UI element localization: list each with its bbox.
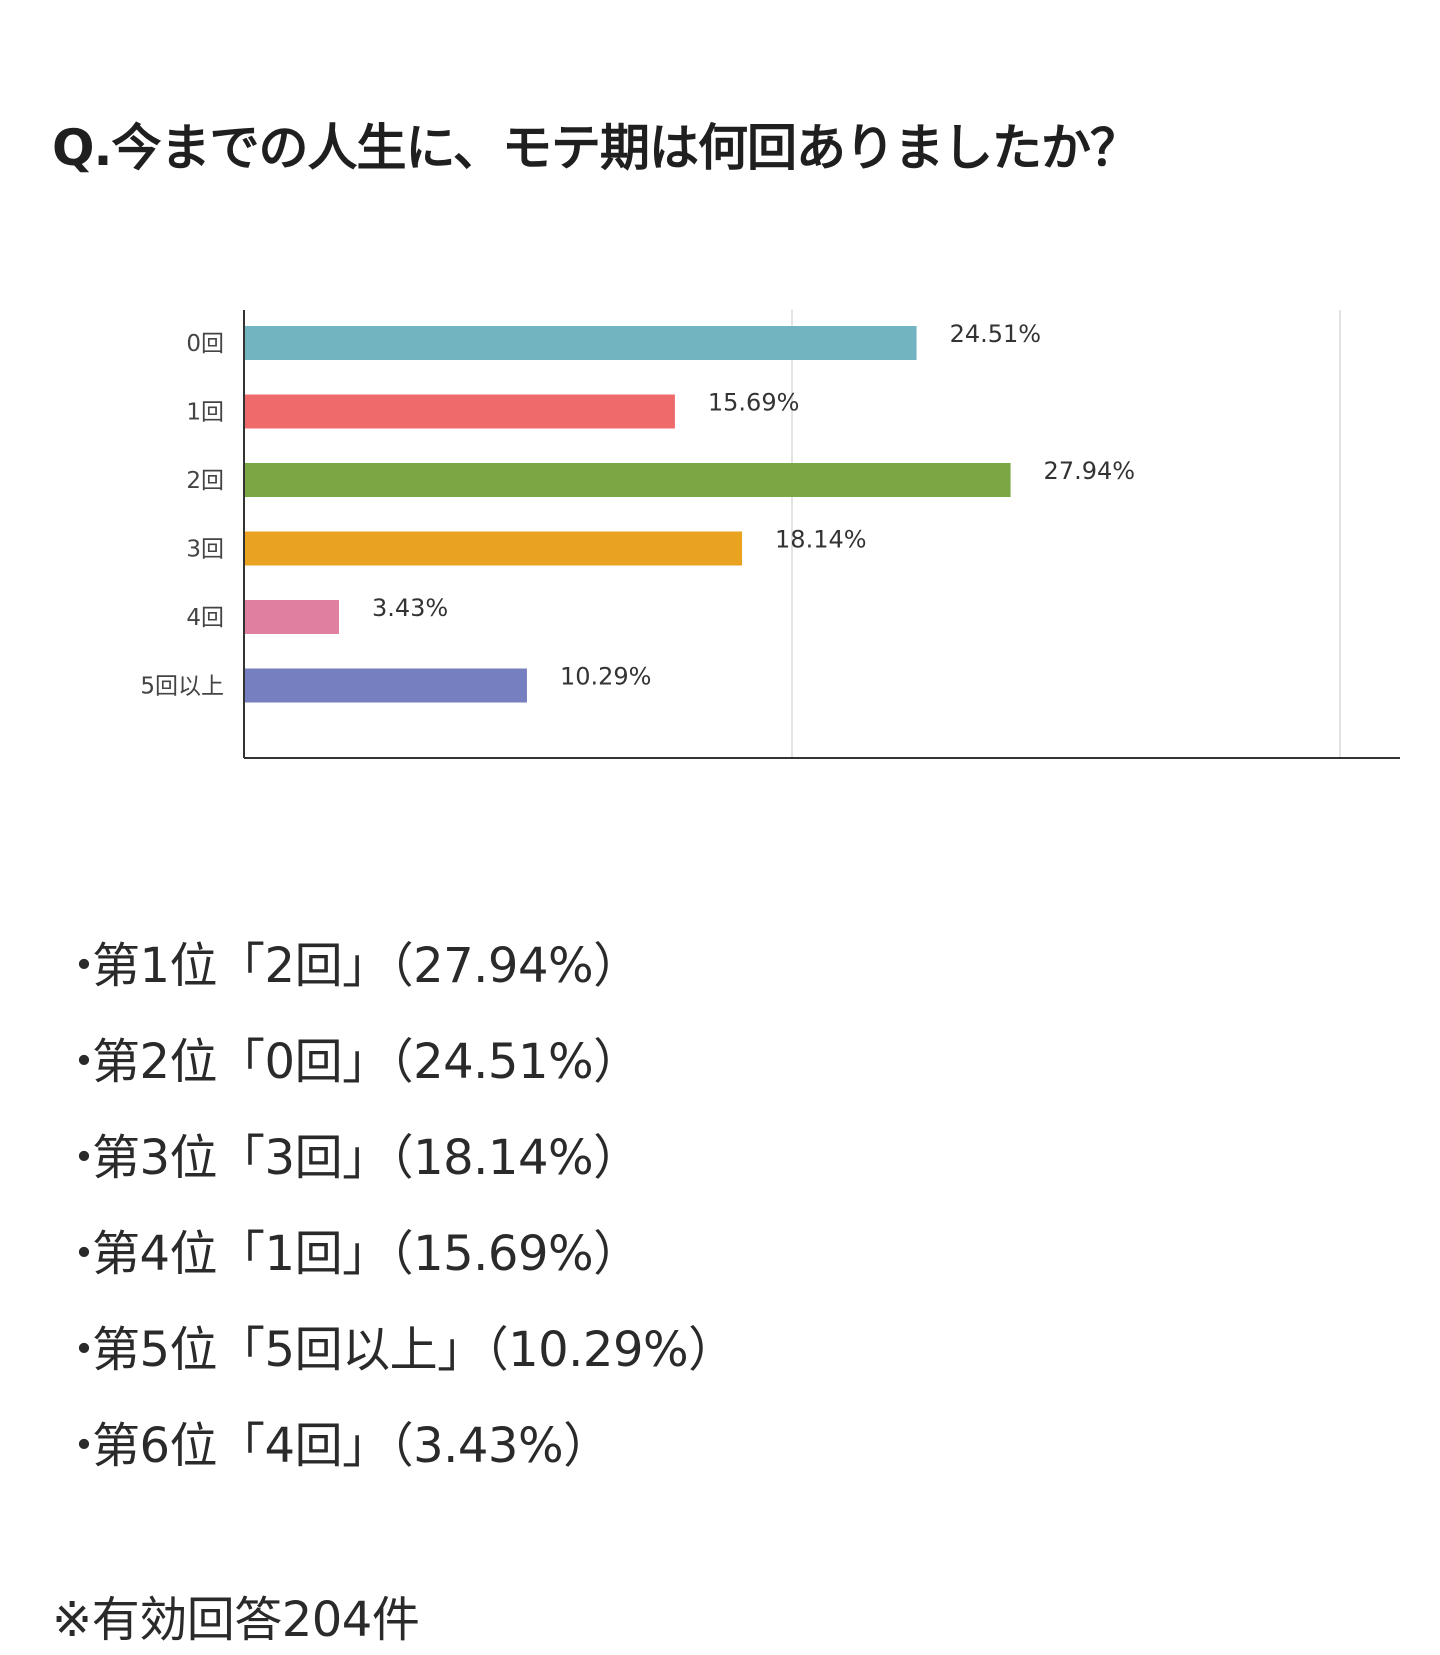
ranking-text: 第6位「4回」（3.43%）	[92, 1418, 611, 1474]
ranking-text: 第4位「1回」（15.69%）	[92, 1226, 641, 1282]
bar-1	[245, 326, 917, 360]
ranking-item-5: ・第5位「5回以上」（10.29%）	[60, 1302, 736, 1398]
category-label-5: 4回	[186, 605, 224, 631]
ranking-list: ・第1位「2回」（27.94%） ・第2位「0回」（24.51%） ・第3位「3…	[60, 918, 736, 1494]
grid-lines	[791, 310, 1341, 758]
category-label-4: 3回	[186, 537, 224, 563]
bullet: ・	[60, 1418, 108, 1474]
value-label-4: 18.14%	[775, 526, 867, 554]
value-label-6: 10.29%	[560, 663, 652, 691]
ranking-text: 第3位「3回」（18.14%）	[92, 1130, 641, 1186]
labels: 0%20%40%0回24.51%1回15.69%2回27.94%3回18.14%…	[140, 320, 1136, 700]
bullet: ・	[60, 1130, 108, 1186]
value-label-5: 3.43%	[372, 594, 448, 622]
category-label-3: 2回	[186, 468, 224, 494]
bar-3	[245, 463, 1011, 497]
ranking-item-4: ・第4位「1回」（15.69%）	[60, 1206, 736, 1302]
bullet: ・	[60, 1034, 108, 1090]
bar-chart: 0%20%40%0回24.51%1回15.69%2回27.94%3回18.14%…	[140, 310, 1400, 759]
ranking-item-6: ・第6位「4回」（3.43%）	[60, 1398, 736, 1494]
ranking-item-1: ・第1位「2回」（27.94%）	[60, 918, 736, 1014]
value-label-1: 24.51%	[950, 320, 1042, 348]
ranking-text: 第1位「2回」（27.94%）	[92, 938, 641, 994]
bullet: ・	[60, 938, 108, 994]
bar-6	[245, 668, 527, 703]
ranking-text: 第5位「5回以上」（10.29%）	[92, 1322, 736, 1378]
bars	[245, 326, 1011, 703]
axes	[243, 310, 1400, 759]
ranking-item-2: ・第2位「0回」（24.51%）	[60, 1014, 736, 1110]
category-label-2: 1回	[186, 400, 224, 426]
category-label-1: 0回	[186, 331, 224, 357]
bullet: ・	[60, 1226, 108, 1282]
value-label-3: 27.94%	[1044, 457, 1136, 485]
bar-2	[245, 394, 675, 429]
response-count-note: ※有効回答204件	[52, 1592, 420, 1648]
bullet: ・	[60, 1322, 108, 1378]
category-label-6: 5回以上	[140, 674, 224, 700]
ranking-text: 第2位「0回」（24.51%）	[92, 1034, 641, 1090]
value-label-2: 15.69%	[708, 389, 800, 417]
bar-5	[245, 600, 339, 634]
ranking-item-3: ・第3位「3回」（18.14%）	[60, 1110, 736, 1206]
bar-4	[245, 531, 743, 566]
chart-title: Q.今までの人生に、モテ期は何回ありましたか？	[52, 119, 1140, 177]
